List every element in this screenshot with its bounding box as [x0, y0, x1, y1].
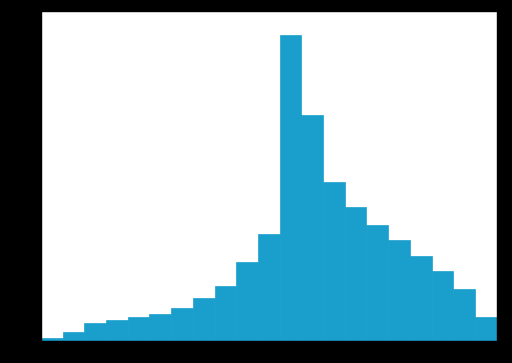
Bar	[150, 314, 171, 341]
Bar	[215, 286, 236, 341]
Bar	[388, 240, 410, 341]
Bar	[323, 182, 345, 341]
Bar	[171, 307, 193, 341]
Bar	[236, 262, 258, 341]
Bar	[302, 115, 323, 341]
Bar	[280, 35, 302, 341]
Bar	[193, 298, 215, 341]
Bar	[258, 234, 280, 341]
Bar	[410, 256, 432, 341]
Bar	[84, 323, 106, 341]
Bar	[41, 338, 62, 341]
Bar	[62, 332, 84, 341]
Bar	[453, 289, 475, 341]
Bar	[367, 225, 388, 341]
Bar	[128, 317, 150, 341]
Bar	[475, 317, 497, 341]
Bar	[432, 271, 453, 341]
Bar	[106, 320, 128, 341]
Bar	[345, 207, 367, 341]
